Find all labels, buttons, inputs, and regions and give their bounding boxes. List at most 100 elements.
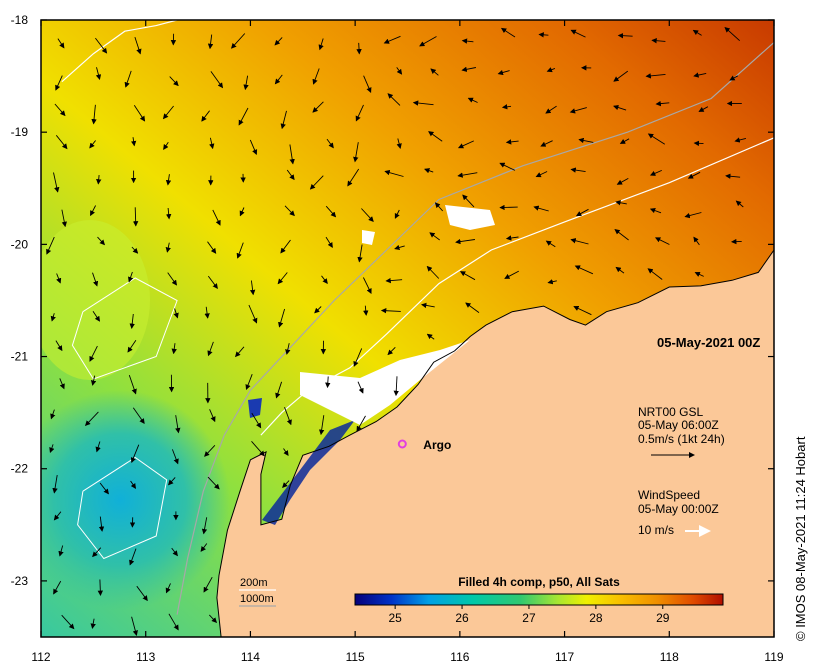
current-vector-arrow [357, 244, 363, 263]
colorbar-tick-label: 25 [388, 611, 402, 625]
current-vector-arrow [167, 477, 176, 486]
current-vector-arrow [325, 205, 337, 218]
eddy-contour [71, 277, 178, 380]
current-vector-arrow [426, 265, 440, 279]
current-vector-arrow [461, 38, 474, 44]
land [216, 250, 774, 637]
current-vector-arrow [283, 448, 289, 457]
depth-legend-1000: 1000m [240, 593, 274, 605]
current-vector-arrow [201, 517, 208, 535]
current-vector-arrow [95, 441, 101, 453]
current-vector-arrow [649, 208, 662, 214]
current-vector-arrow [647, 268, 663, 280]
x-tick-label: 114 [241, 650, 260, 664]
current-vector-arrow [61, 614, 75, 630]
current-vector-arrow [235, 346, 245, 358]
current-vector-arrow [693, 236, 700, 246]
current-vector-arrow [394, 209, 400, 219]
current-vector-arrow [132, 207, 139, 227]
current-vector-arrow [616, 178, 629, 185]
x-tick-label: 115 [346, 650, 365, 664]
argo-float: Argo [397, 438, 451, 452]
current-vector-arrow [724, 26, 741, 42]
current-vector-arrow [355, 104, 364, 122]
current-vector-arrow [457, 172, 478, 178]
current-vector-arrow [499, 162, 516, 171]
x-tick-label: 112 [31, 650, 50, 664]
current-vector-arrow [501, 104, 512, 110]
x-tick-label: 118 [660, 650, 679, 664]
current-vector-arrow [426, 333, 435, 340]
current-vector-arrow [90, 618, 96, 629]
current-vector-arrow [325, 236, 333, 248]
current-vector-arrow [133, 104, 146, 122]
current-vector-arrow [277, 272, 288, 285]
current-vector-arrow [274, 37, 283, 46]
current-vector-arrow [312, 68, 320, 85]
map-frame [40, 19, 775, 638]
current-vector-arrow [693, 72, 707, 78]
current-vector-arrow [729, 75, 739, 81]
current-vector-arrow [692, 29, 702, 36]
y-axis-ticks: -18 -19 -20 -21 -22 -23 [11, 13, 774, 588]
current-vector-arrow [575, 208, 589, 217]
current-vector-arrow [428, 131, 443, 142]
current-vector-arrow [249, 280, 256, 296]
current-vector-arrow [50, 409, 56, 420]
current-vector-arrow [347, 168, 360, 187]
current-vector-arrow [614, 229, 629, 241]
current-vector-arrow [200, 543, 208, 552]
current-vector-arrow [96, 175, 102, 185]
current-vector-arrow [570, 167, 586, 173]
current-vector-arrow [61, 209, 67, 228]
current-vector-arrow [243, 75, 249, 91]
current-vector-arrow [535, 171, 548, 178]
x-tick-label: 116 [450, 650, 469, 664]
current-vector-arrow [99, 482, 109, 495]
current-vector-arrow [209, 409, 216, 423]
current-vector-arrow [132, 407, 145, 425]
current-vector-arrow [380, 308, 401, 314]
current-vector-arrow [130, 480, 137, 489]
current-vector-arrow [212, 209, 221, 226]
warm-eddy-patch [41, 220, 150, 380]
current-legend-title: NRT00 GSL [638, 405, 703, 419]
current-vector-arrow [55, 135, 68, 150]
current-vector-arrow [314, 306, 322, 314]
y-tick-label: -18 [11, 13, 29, 27]
colorbar-tick-label: 29 [656, 611, 670, 625]
y-tick-label: -21 [11, 350, 29, 364]
cool-water-patch [41, 390, 230, 610]
x-tick-label: 113 [136, 650, 155, 664]
y-tick-label: -23 [11, 574, 29, 588]
current-vector-arrow [569, 107, 587, 114]
current-vector-arrow [459, 271, 476, 281]
current-legend-scale: 0.5m/s (1kt 24h) [638, 432, 725, 446]
current-vector-arrow [46, 236, 55, 255]
current-vector-arrow [647, 133, 666, 145]
current-vector-arrow [318, 38, 324, 51]
current-vector-arrow [203, 576, 213, 593]
current-vector-arrow [278, 308, 286, 328]
x-tick-label: 117 [555, 650, 574, 664]
current-vector-arrow [58, 545, 64, 557]
current-vector-arrow [55, 75, 63, 91]
current-vector-arrow [419, 36, 437, 47]
current-vector-arrow [53, 580, 62, 595]
current-vector-arrow [128, 271, 134, 283]
current-vector-arrow [684, 212, 702, 219]
colorbar-tick-label: 26 [455, 611, 469, 625]
credit-text: © IMOS 08-May-2021 11:24 Hobart [793, 436, 808, 641]
current-vector-arrow [209, 137, 215, 150]
current-vector-arrow [384, 170, 404, 177]
current-vector-arrow [309, 175, 324, 190]
current-vector-arrow [130, 137, 137, 147]
current-vector-arrow [467, 97, 478, 103]
current-vector-arrow [136, 585, 148, 602]
current-vector-arrow [455, 238, 475, 245]
cloud-mask [300, 205, 495, 425]
colorbar-title: Filled 4h comp, p50, All Sats [458, 575, 620, 589]
current-vector-arrow [124, 70, 132, 88]
current-vector-arrow [505, 235, 519, 241]
current-vector-arrow [54, 103, 66, 117]
